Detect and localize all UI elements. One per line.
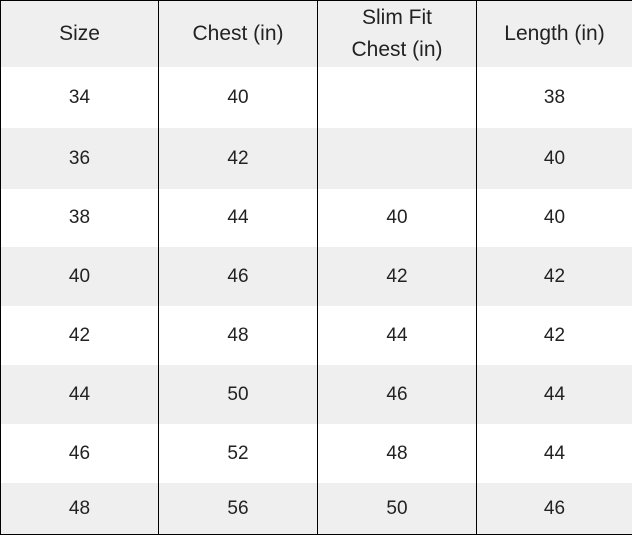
table-row: 34 40 38 [0,67,632,129]
header-cell: Length (in) [476,0,632,67]
table-cell: 48 [317,424,477,484]
table-cell: 42 [476,247,632,307]
table-row: 48 56 50 46 [0,483,632,535]
header-row: Size Chest (in) Slim Fit Chest (in) Length … [0,0,632,67]
table-cell: 40 [476,128,632,190]
table-cell: 42 [158,128,318,190]
table-cell: 48 [158,306,318,366]
table-cell: 42 [476,306,632,366]
table-cell [317,67,477,129]
table-cell: 38 [0,189,159,248]
table-cell: 44 [317,306,477,366]
table-cell: 50 [158,365,318,425]
table-cell: 40 [476,189,632,248]
table-body: 34 40 38 36 42 40 38 44 40 40 40 46 42 42 42 48 44 42 44 50… [0,67,632,535]
table-cell: 34 [0,67,159,129]
table-cell [317,128,477,190]
table-cell: 38 [476,67,632,129]
table-cell: 44 [0,365,159,425]
header-cell: Slim Fit Chest (in) [317,0,477,67]
table-row: 44 50 46 44 [0,365,632,425]
table-cell: 46 [158,247,318,307]
table-cell: 42 [0,306,159,366]
table-cell: 40 [317,189,477,248]
table-row: 36 42 40 [0,128,632,190]
table-row: 46 52 48 44 [0,424,632,484]
table-cell: 40 [158,67,318,129]
table-cell: 44 [476,424,632,484]
header-cell: Chest (in) [158,0,318,67]
table-cell: 56 [158,483,318,535]
table-cell: 36 [0,128,159,190]
table-cell: 46 [0,424,159,484]
table-cell: 46 [476,483,632,535]
table-cell: 52 [158,424,318,484]
table-cell: 44 [476,365,632,425]
table-cell: 50 [317,483,477,535]
table-row: 42 48 44 42 [0,306,632,366]
table-cell: 44 [158,189,318,248]
table-cell: 40 [0,247,159,307]
table-row: 38 44 40 40 [0,189,632,248]
table-row: 40 46 42 42 [0,247,632,307]
table-cell: 46 [317,365,477,425]
table-cell: 42 [317,247,477,307]
header-cell: Size [0,0,159,67]
table-cell: 48 [0,483,159,535]
